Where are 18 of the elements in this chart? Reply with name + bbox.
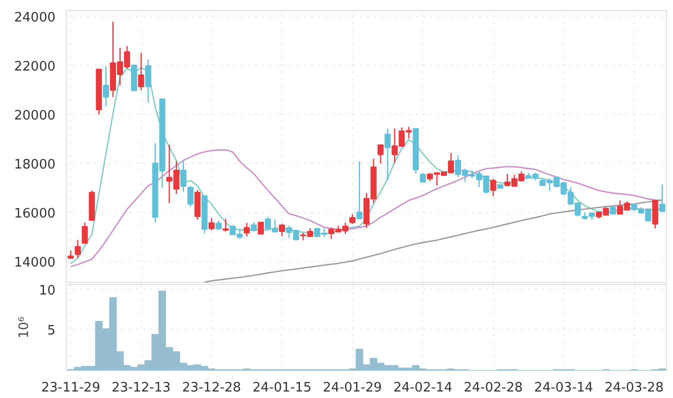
y-axis-title: 10⁶ (16, 316, 32, 338)
x-tick-label: 24-02-14 (393, 380, 452, 396)
y-tick-label: 18000 (14, 158, 56, 173)
y-tick-label: 24000 (14, 10, 56, 26)
x-tick-label: 23-11-29 (41, 380, 100, 396)
y-tick-label: 22000 (14, 60, 56, 75)
y-tick-label: 10 (38, 284, 56, 298)
y-tick-label: 16000 (14, 206, 56, 222)
x-tick-label: 24-02-28 (464, 380, 523, 396)
y-tick-label: 5 (47, 324, 56, 339)
x-tick-label: 24-03-28 (604, 380, 664, 396)
x-tick-label: 24-01-29 (322, 380, 382, 396)
y-tick-label: 14000 (14, 256, 56, 271)
x-tick-label: 24-03-14 (534, 380, 594, 396)
x-tick-label: 23-12-28 (182, 380, 242, 396)
x-tick-label: 24-01-15 (252, 380, 312, 396)
y-tick-label: 20000 (14, 108, 56, 124)
x-tick-label: 23-12-13 (112, 380, 171, 396)
